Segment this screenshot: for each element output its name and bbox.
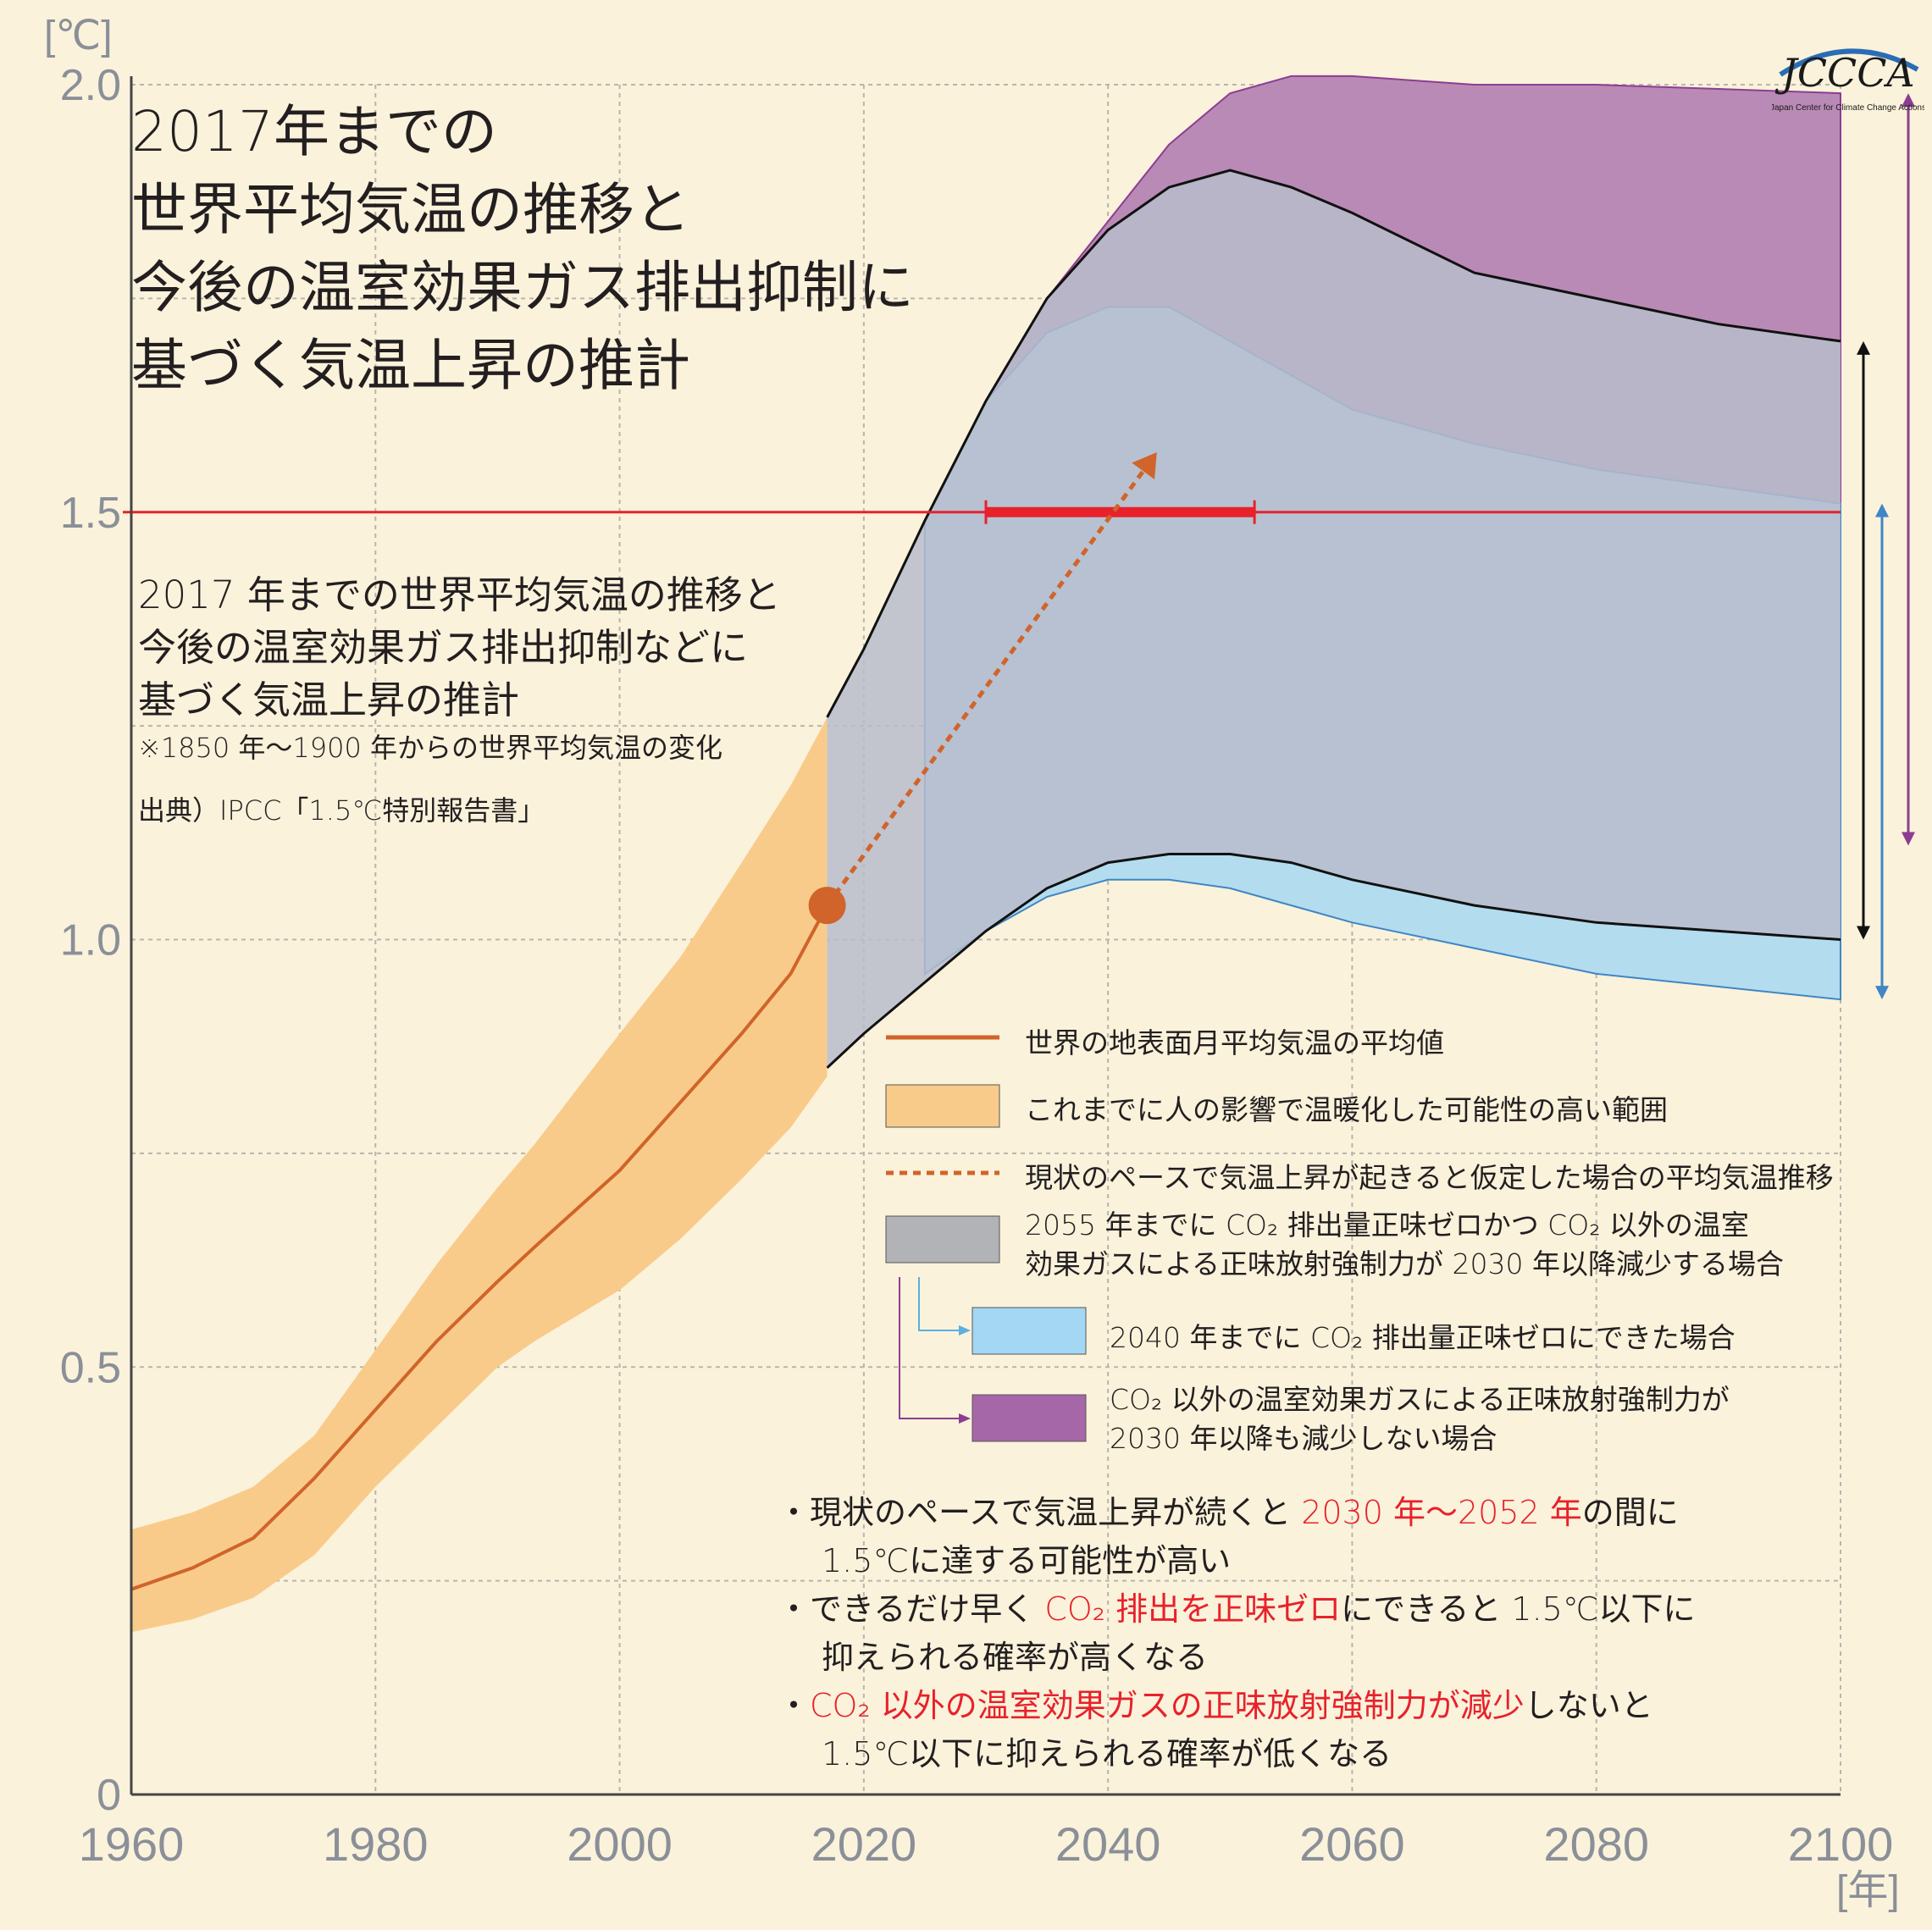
finding-2-line2: 抑えられる確率が高くなる [822,1639,1209,1676]
current-pace-arrow-line [825,468,1146,907]
finding-text: しないと [1524,1687,1653,1724]
observed-range-band [131,717,828,1633]
legend-swatch-observed-range [885,1084,1000,1128]
jccca-logo: JCCCA Japan Center for Climate Change Ac… [1770,32,1926,125]
svg-text:JCCCA: JCCCA [1774,50,1914,96]
finding-3-line2: 1.5℃以下に抑えられる確率が低くなる [822,1735,1392,1772]
finding-3-line1: ・CO₂ 以外の温室効果ガスの正味放射強制力が減少しないと [778,1682,1696,1730]
y-tick-label: 1.5 [60,489,121,538]
x-tick-label: 2040 [1055,1817,1161,1871]
finding-text: 2030 年～2052 年 [1301,1494,1582,1531]
svg-text:Japan Center for Climate Chang: Japan Center for Climate Change Actions [1772,103,1924,113]
purple-range-arrow-bottom [1902,832,1915,846]
finding-1-line1: ・現状のペースで気温上昇が続くと 2030 年～2052 年の間に [778,1489,1696,1537]
legend-connector-non-co2-head [959,1413,971,1424]
series-lines [123,93,1915,1591]
finding-text: ・できるだけ早く [778,1590,1045,1628]
scenario-2055-lower-line [826,853,1841,1069]
purple-range-arrow-top [1902,93,1915,108]
legend-label-scenario-non-co2: CO₂ 以外の温室効果ガスによる正味放射強制力が 2030 年以降も減少しない場合 [1110,1383,1730,1455]
baseline-note: ※1850 年～1900 年からの世界平均気温の変化 [138,732,723,764]
x-unit-label: [年] [1836,1868,1900,1913]
chart-title: 2017年までの 世界平均気温の推移と 今後の温室効果ガス排出抑制に 基づく気温上昇の… [131,99,914,398]
scenario-2055-upper-line [826,169,1841,718]
finding-text: CO₂ 以外の温室効果ガスの正味放射強制力が減少 [810,1687,1525,1724]
y-tick-label: 0.5 [60,1343,121,1392]
legend-swatches [885,1035,1087,1442]
current-pace-arrow-head [1132,452,1157,479]
blue-range-arrow-bottom [1875,986,1889,1000]
x-tick-label: 2020 [811,1817,917,1871]
finding-text: ・ [778,1687,811,1724]
legend-label-scenario-2040: 2040 年までに CO₂ 排出量正味ゼロにできた場合 [1110,1321,1735,1354]
logo-mark-icon: JCCCA Japan Center for Climate Change Ac… [1770,48,1926,113]
finding-text: にできると 1.5℃以下に [1341,1590,1696,1628]
y-tick-label: 0 [97,1771,121,1820]
y-unit-label: [℃] [44,14,113,58]
legend-connector-non-co2 [899,1277,966,1419]
legend-swatch-scenario-non-co2 [972,1394,1087,1442]
y-tick-label: 1.0 [60,916,121,965]
legend-connector-2040-head [959,1325,971,1336]
black-range-arrow-bottom [1857,926,1870,940]
key-findings: ・現状のペースで気温上昇が続くと 2030 年～2052 年の間に 1.5℃に達す… [778,1489,1696,1778]
x-tick-label: 2100 [1788,1817,1894,1871]
x-tick-label: 1960 [79,1817,185,1871]
finding-text: の間に [1581,1494,1679,1531]
finding-text: ・現状のペースで気温上昇が続くと [778,1494,1302,1531]
finding-text: CO₂ 排出を正味ゼロ [1044,1590,1342,1628]
y-tick-label: 2.0 [60,61,121,110]
x-tick-label: 2000 [567,1817,673,1871]
legend-swatch-scenario-2055 [885,1215,1000,1264]
x-tick-label: 2060 [1299,1817,1405,1871]
x-tick-label: 1980 [323,1817,429,1871]
axes: 0 0.5 1.0 1.5 2.0 1960 1980 2000 2020 2040 2060 208… [44,14,1900,1913]
scenario-bands [131,75,1841,1633]
legend-label-observed-mean: 世界の地表面月平均気温の平均値 [1025,1026,1444,1059]
black-range-arrow-top [1857,340,1870,355]
legend-label-scenario-2055: 2055 年までに CO₂ 排出量正味ゼロかつ CO₂ 以外の温室 効果ガスによる… [1025,1208,1784,1280]
legend-swatch-scenario-2040 [972,1307,1087,1355]
observed-mean-line [130,904,829,1591]
finding-2-line1: ・できるだけ早く CO₂ 排出を正味ゼロにできると 1.5℃以下に [778,1585,1696,1634]
co2-2055-scenario-band [827,170,1841,1068]
finding-1-line2: 1.5℃に達する可能性が高い [822,1542,1232,1579]
source-credit: 出典）IPCC「1.5℃特別報告書」 [138,794,545,827]
blue-range-arrow-top [1875,503,1889,517]
legend-connector-2040 [918,1277,966,1331]
current-2017-marker [808,887,846,925]
legend-label-current-pace: 現状のペースで気温上昇が起きると仮定した場合の平均気温推移 [1025,1161,1834,1194]
legend-label-observed-range: これまでに人の影響で温暖化した可能性の高い範囲 [1025,1093,1668,1126]
x-tick-label: 2080 [1543,1817,1649,1871]
chart-subtitle: 2017 年までの世界平均気温の推移と 今後の温室効果ガス排出抑制などに 基づく気温… [138,572,781,722]
